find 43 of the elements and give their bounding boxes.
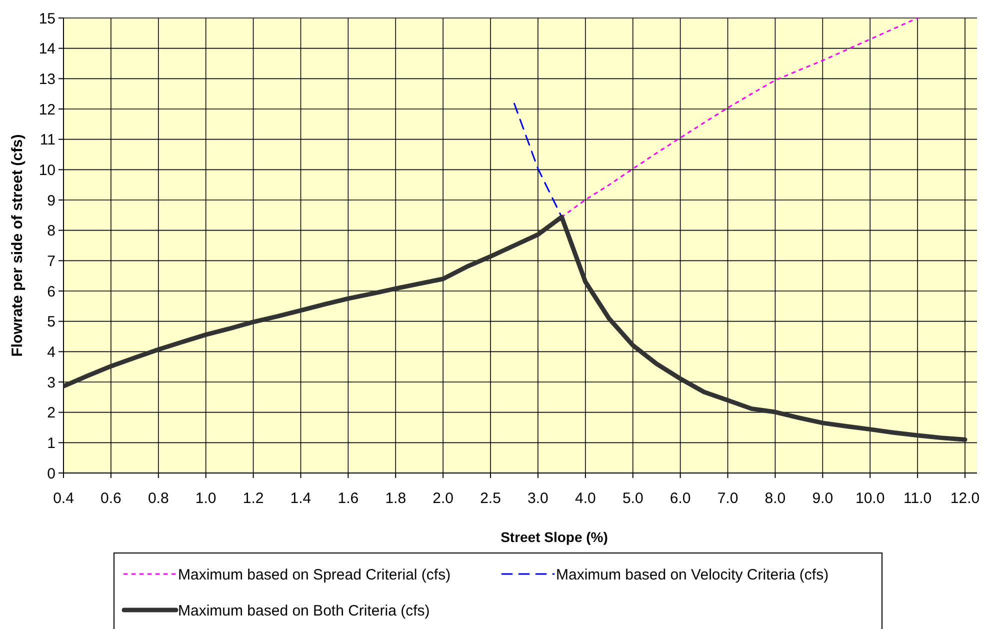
y-tick-label: 13 (38, 70, 56, 88)
y-axis-title: Flowrate per side of street (cfs) (9, 134, 26, 357)
x-tick-label: 7.0 (717, 490, 738, 507)
x-tick-label: 1.0 (195, 490, 216, 507)
x-tick-label: 1.6 (338, 490, 359, 507)
y-tick-label: 6 (47, 283, 56, 300)
y-tick-label: 5 (47, 314, 56, 331)
y-tick-label: 1 (47, 434, 56, 452)
y-tick-label: 7 (47, 252, 56, 270)
x-tick-label: 2.5 (480, 490, 501, 507)
x-tick-label: 4.0 (574, 490, 596, 507)
y-tick-label: 4 (47, 344, 56, 361)
x-tick-label: 3.0 (528, 490, 548, 507)
x-tick-label: 6.0 (670, 490, 691, 507)
legend-label: Maximum based on Velocity Criteria (cfs) (556, 566, 829, 584)
x-tick-label: 0.6 (100, 490, 122, 507)
x-tick-label: 9.0 (812, 490, 834, 507)
x-tick-label: 2.0 (432, 490, 454, 507)
y-tick-label: 11 (40, 132, 56, 149)
x-tick-label: 5.0 (622, 490, 644, 507)
x-axis-title: Street Slope (%) (500, 529, 608, 545)
x-tick-label: 1.8 (385, 490, 406, 507)
legend-label: Maximum based on Both Criteria (cfs) (178, 602, 430, 620)
x-tick-label: 11.0 (904, 490, 932, 507)
x-tick-label: 1.2 (242, 490, 264, 507)
x-tick-label: 0.8 (148, 490, 169, 507)
x-tick-label: 1.4 (290, 490, 312, 507)
x-tick-label: 10.0 (856, 490, 885, 507)
y-tick-label: 15 (38, 10, 56, 28)
line-series (560, 18, 918, 218)
y-tick-label: 12 (38, 101, 56, 118)
y-tick-label: 8 (47, 222, 56, 240)
x-tick-label: 0.4 (53, 490, 74, 507)
y-tick-label: 0 (47, 465, 56, 482)
y-tick-label: 10 (38, 162, 56, 179)
line-series (64, 214, 968, 442)
y-tick-label: 9 (47, 192, 56, 210)
x-tick-label: 12.0 (950, 490, 980, 507)
x-tick-label: 8.0 (764, 490, 786, 507)
y-tick-label: 14 (38, 40, 56, 58)
legend-label: Maximum based on Spread Criterial (cfs) (178, 566, 451, 584)
y-tick-label: 2 (47, 404, 56, 422)
y-tick-label: 3 (47, 374, 56, 392)
